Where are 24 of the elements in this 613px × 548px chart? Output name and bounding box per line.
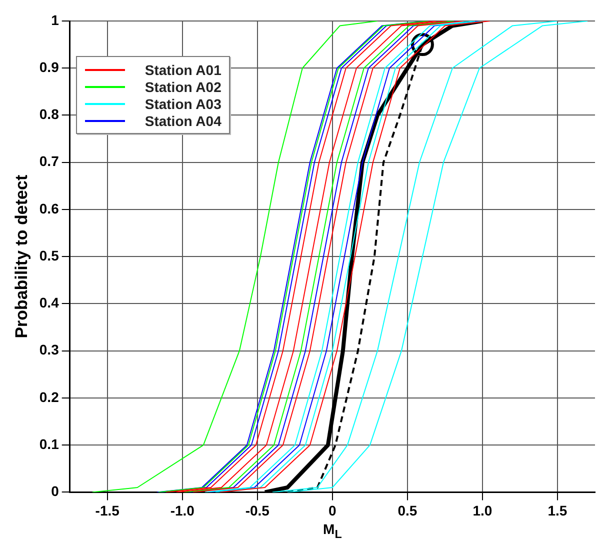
x-tick-label: 1.0 [472, 502, 492, 518]
legend-label: Station A04 [144, 112, 222, 128]
y-tick-label: 0.3 [39, 342, 60, 358]
x-tick-label: -1.5 [95, 502, 120, 518]
y-tick-label: 0.9 [39, 58, 60, 75]
x-axis-title: M$_{L}$ [322, 521, 343, 541]
y-tick-label: 0.1 [39, 436, 60, 452]
y-tick-label: 0.7 [39, 153, 60, 170]
x-tick-label: 1.5 [548, 502, 568, 518]
y-tick-label: 0 [51, 483, 60, 500]
y-tick-label: 0.2 [39, 388, 60, 405]
legend-label: Station A02 [144, 78, 222, 94]
y-tick-label: 0.5 [39, 247, 60, 264]
y-tick-label: 0.6 [39, 200, 60, 216]
y-axis-title: Probability to detect [12, 174, 31, 338]
x-tick-label: 0 [328, 502, 337, 518]
legend-label: Station A01 [144, 62, 222, 78]
x-tick-label: 0.5 [398, 502, 418, 518]
x-tick-label: -1.0 [170, 502, 195, 518]
legend-label: Station A03 [144, 96, 222, 112]
y-tick-label: 0.4 [39, 294, 60, 311]
x-tick-label: -0.5 [245, 502, 270, 518]
y-tick-label: 0.8 [39, 106, 60, 122]
y-tick-label: 1 [51, 12, 60, 28]
